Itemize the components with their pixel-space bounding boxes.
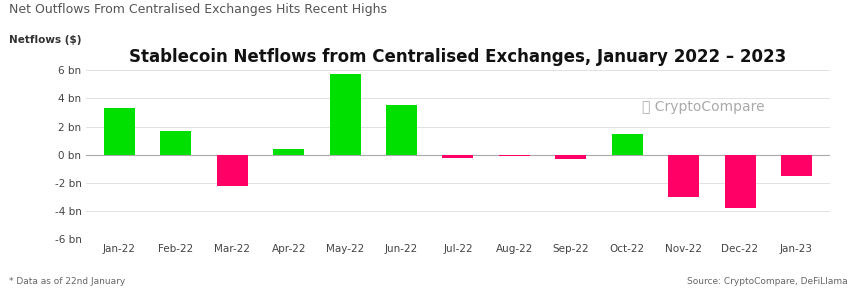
Bar xyxy=(330,74,360,155)
Text: Net Outflows From Centralised Exchanges Hits Recent Highs: Net Outflows From Centralised Exchanges … xyxy=(9,3,387,16)
Bar xyxy=(781,155,812,176)
Bar xyxy=(556,155,586,159)
Title: Stablecoin Netflows from Centralised Exchanges, January 2022 – 2023: Stablecoin Netflows from Centralised Exc… xyxy=(129,48,787,66)
Bar xyxy=(104,108,135,155)
Bar xyxy=(386,105,417,155)
Text: * Data as of 22nd January: * Data as of 22nd January xyxy=(9,277,125,286)
Bar xyxy=(217,155,247,186)
Bar xyxy=(160,131,192,155)
Bar xyxy=(612,133,643,155)
Bar xyxy=(273,149,304,155)
Bar xyxy=(499,155,530,156)
Bar xyxy=(724,155,756,208)
Text: ⓘ CryptoCompare: ⓘ CryptoCompare xyxy=(642,100,765,114)
Text: Netflows ($): Netflows ($) xyxy=(9,35,81,45)
Bar xyxy=(443,155,473,158)
Bar xyxy=(669,155,699,197)
Text: Source: CryptoCompare, DeFiLlama: Source: CryptoCompare, DeFiLlama xyxy=(687,277,847,286)
